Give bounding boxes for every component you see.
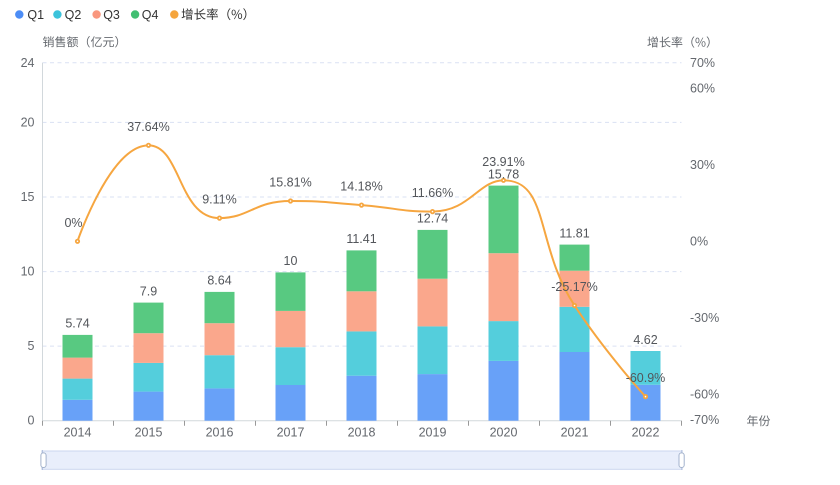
svg-text:7.9: 7.9	[140, 284, 157, 298]
svg-text:-30%: -30%	[690, 311, 719, 325]
svg-text:70%: 70%	[690, 56, 715, 70]
svg-text:9.11%: 9.11%	[202, 193, 237, 207]
svg-text:14.18%: 14.18%	[340, 180, 382, 194]
svg-text:15.78: 15.78	[488, 167, 519, 181]
svg-text:15.81%: 15.81%	[269, 176, 311, 190]
svg-text:2021: 2021	[561, 426, 589, 440]
svg-text:-60.9%: -60.9%	[626, 371, 666, 385]
svg-text:20: 20	[21, 115, 35, 129]
svg-text:60%: 60%	[690, 81, 715, 95]
svg-text:2015: 2015	[135, 426, 163, 440]
svg-text:-60%: -60%	[690, 387, 719, 401]
svg-text:2020: 2020	[490, 426, 518, 440]
svg-text:2022: 2022	[632, 426, 660, 440]
svg-text:24: 24	[21, 56, 35, 70]
svg-text:8.64: 8.64	[207, 274, 231, 288]
svg-text:0%: 0%	[64, 216, 82, 230]
svg-text:11.81: 11.81	[559, 226, 589, 240]
svg-text:4.62: 4.62	[633, 333, 657, 347]
svg-text:5: 5	[28, 339, 35, 353]
svg-text:2019: 2019	[419, 426, 447, 440]
svg-text:0%: 0%	[690, 234, 708, 248]
svg-text:23.91%: 23.91%	[482, 155, 524, 169]
svg-text:11.66%: 11.66%	[412, 186, 453, 200]
svg-text:37.64%: 37.64%	[127, 120, 169, 134]
svg-text:-25.17%: -25.17%	[551, 280, 598, 294]
svg-text:Q1: Q1	[27, 8, 44, 22]
svg-text:12.74: 12.74	[417, 212, 448, 226]
svg-text:Q3: Q3	[103, 8, 120, 22]
svg-text:-70%: -70%	[690, 413, 719, 427]
svg-text:2014: 2014	[64, 426, 92, 440]
svg-text:15: 15	[21, 190, 35, 204]
svg-text:2017: 2017	[277, 426, 305, 440]
svg-text:Q2: Q2	[65, 8, 82, 22]
svg-text:0: 0	[28, 414, 35, 428]
svg-text:11.41: 11.41	[346, 232, 376, 246]
svg-text:10: 10	[284, 254, 298, 268]
svg-text:Q4: Q4	[142, 8, 159, 22]
svg-text:10: 10	[21, 265, 35, 279]
svg-text:2018: 2018	[348, 426, 376, 440]
svg-text:5.74: 5.74	[65, 317, 89, 331]
svg-text:2016: 2016	[206, 426, 234, 440]
svg-text:30%: 30%	[690, 158, 715, 172]
